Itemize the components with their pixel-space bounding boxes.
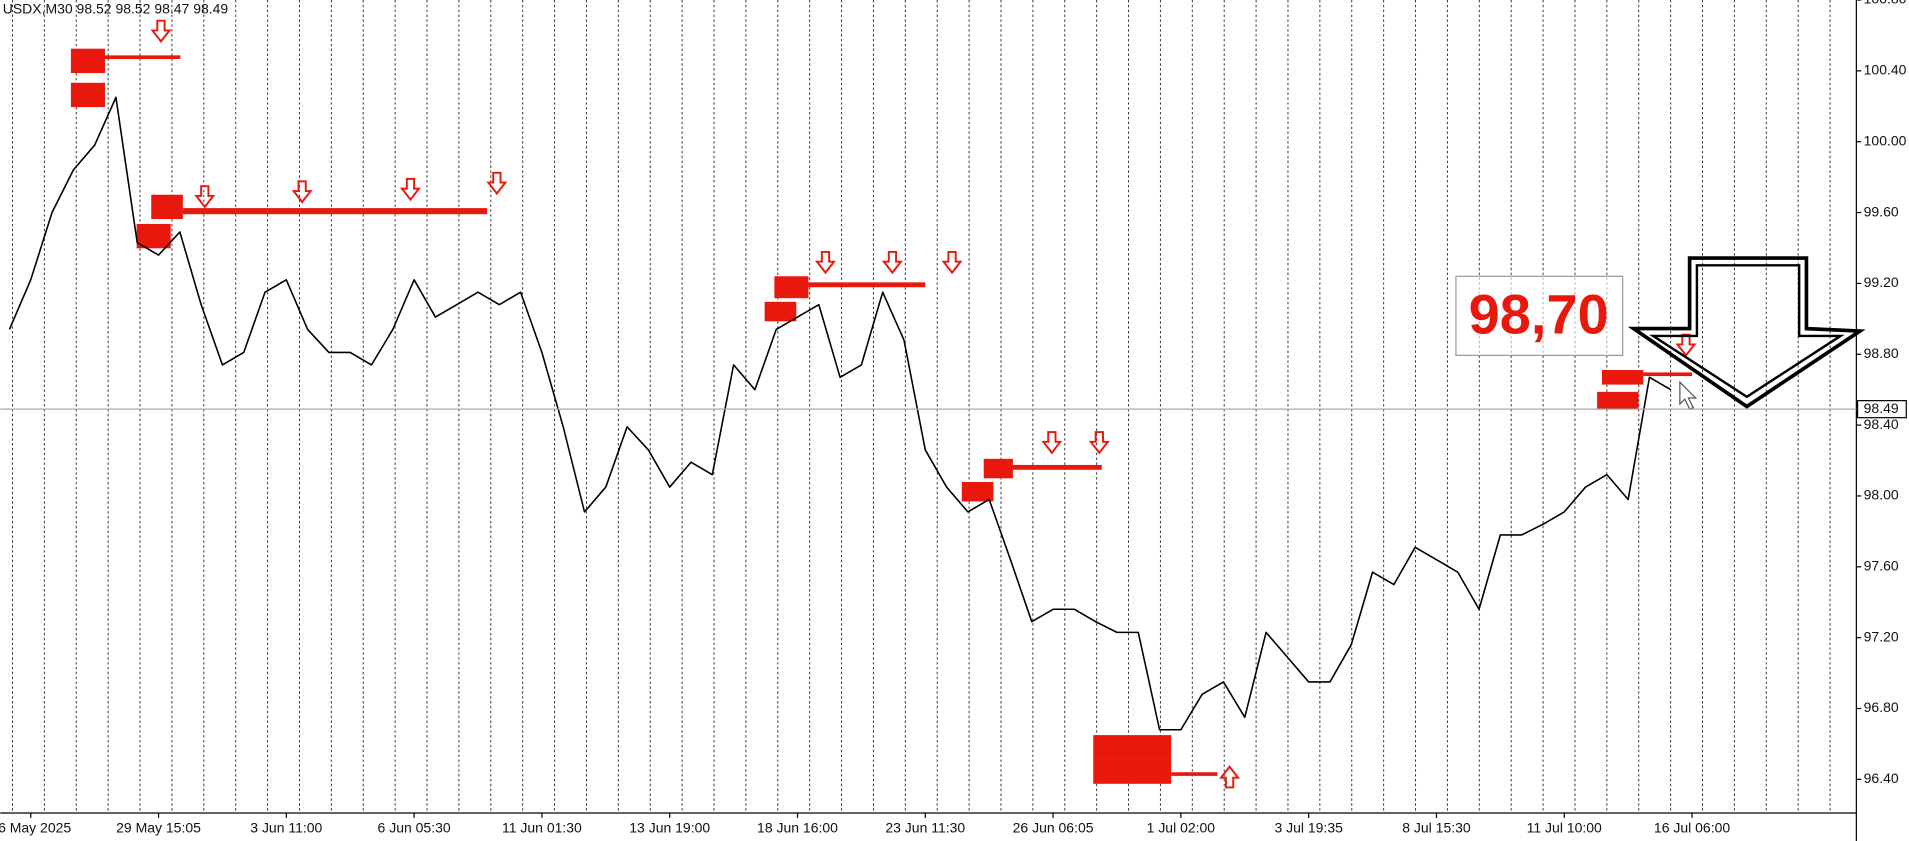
- x-tick-label: 3 Jun 11:00: [250, 820, 322, 836]
- zone: [1093, 735, 1172, 760]
- plot: [8, 96, 1672, 731]
- down-arrow: [882, 250, 902, 274]
- y-tick-label: 97.60: [1864, 558, 1899, 574]
- zone: [1601, 369, 1644, 385]
- down-arrow: [815, 250, 835, 274]
- annotation-box: [1455, 275, 1624, 356]
- current-price-label: 98.49: [1864, 400, 1899, 416]
- big-arrow: [1627, 256, 1866, 409]
- zone: [136, 223, 171, 249]
- down-arrow: [942, 250, 962, 274]
- y-tick-label: 100.40: [1864, 62, 1907, 78]
- level: [1171, 772, 1218, 776]
- x-tick-label: 16 Jul 06:00: [1654, 820, 1730, 836]
- up-arrow: [1220, 765, 1240, 789]
- x-tick-label: 26 May 2025: [0, 820, 71, 836]
- zone: [70, 82, 105, 108]
- x-tick-label: 1 Jul 02:00: [1147, 820, 1216, 836]
- down-arrow: [151, 19, 171, 43]
- y-tick-label: 99.20: [1864, 274, 1899, 290]
- y-tick-label: 96.80: [1864, 699, 1899, 715]
- annotation: 98,70: [1469, 283, 1609, 346]
- zone: [1093, 759, 1172, 784]
- level: [808, 282, 926, 288]
- level: [182, 208, 488, 215]
- x-tick-label: 23 Jun 11:30: [885, 820, 965, 836]
- arrow-inner: [1648, 264, 1845, 399]
- grid: [11, 0, 1831, 814]
- level: [104, 55, 181, 60]
- x-tick-label: 26 Jun 06:05: [1013, 820, 1094, 836]
- x-tick-label: 29 May 15:05: [116, 820, 201, 836]
- y-tick-label: 97.20: [1864, 628, 1899, 644]
- x-tick-label: 13 Jun 19:00: [629, 820, 710, 836]
- y-tick-label: 98.00: [1864, 487, 1899, 503]
- current-price-box: [1856, 400, 1907, 419]
- y-tick-label: 100.80: [1864, 0, 1907, 7]
- x-tick-label: 3 Jul 19:35: [1274, 820, 1343, 836]
- level: [1012, 464, 1102, 470]
- down-arrow: [195, 185, 215, 208]
- x-tick-label: 11 Jul 10:00: [1527, 820, 1602, 836]
- zone: [70, 48, 105, 74]
- level: [1643, 372, 1693, 377]
- y-tick-label: 99.60: [1864, 203, 1899, 219]
- zone: [774, 276, 809, 299]
- down-arrow: [1042, 431, 1062, 454]
- x-tick-label: 8 Jul 15:30: [1402, 820, 1471, 836]
- x-tick-label: 11 Jun 01:30: [502, 820, 582, 836]
- cursor: [1679, 380, 1698, 410]
- arrow-outline: [1627, 256, 1866, 409]
- signal-zones: [70, 19, 1696, 789]
- y-tick-label: 98.80: [1864, 345, 1899, 361]
- chart-title: USDX,M30 98.52 98.52 98.47 98.49: [3, 0, 229, 16]
- y-tick-label: 98.40: [1864, 416, 1899, 432]
- down-arrow: [400, 177, 420, 201]
- zone: [983, 458, 1013, 479]
- down-arrow: [1089, 431, 1109, 454]
- zone: [961, 481, 994, 502]
- down-arrow: [292, 180, 312, 204]
- zone: [151, 194, 183, 220]
- x-tick-label: 6 Jun 05:30: [378, 820, 451, 836]
- price-line: [8, 96, 1672, 731]
- y-tick-label: 100.00: [1864, 132, 1907, 148]
- zone: [764, 301, 797, 322]
- zone: [1597, 391, 1639, 409]
- y-tick-label: 96.40: [1864, 770, 1899, 786]
- x-tick-label: 18 Jun 16:00: [757, 820, 838, 836]
